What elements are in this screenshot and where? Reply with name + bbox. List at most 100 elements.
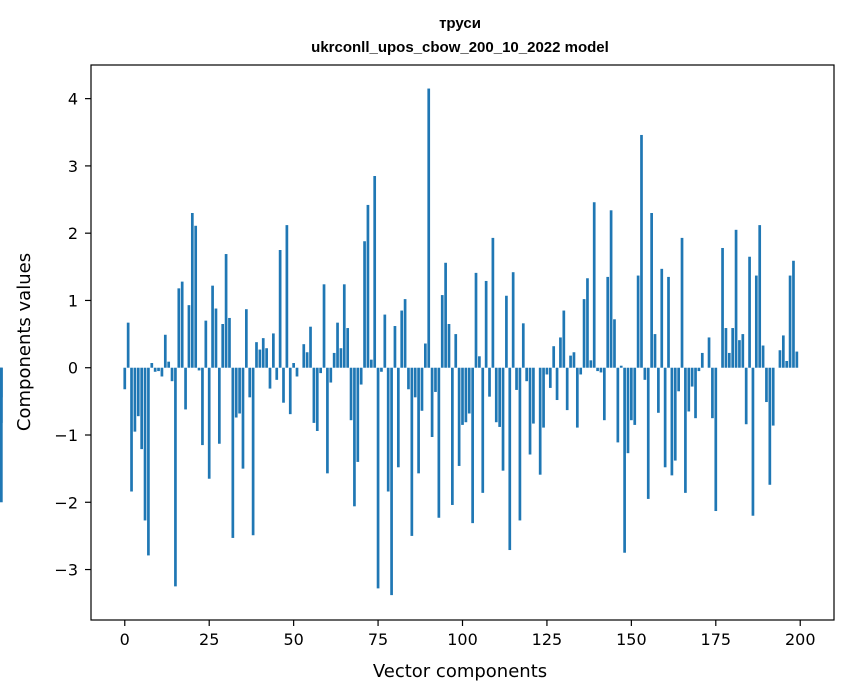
- bar: [670, 367, 674, 476]
- y-tick-label: 0: [68, 359, 78, 378]
- bar: [687, 367, 691, 412]
- bar: [596, 367, 599, 372]
- bar: [363, 241, 366, 368]
- bar: [657, 367, 660, 413]
- bar: [792, 260, 795, 368]
- bar: [369, 359, 373, 368]
- x-tick-label: 175: [701, 630, 732, 649]
- bar: [660, 268, 664, 368]
- bar: [484, 280, 488, 368]
- bar: [636, 275, 640, 368]
- bar: [329, 367, 333, 383]
- bar: [754, 275, 758, 368]
- x-tick-label: 100: [447, 630, 478, 649]
- y-axis-label: Components values: [14, 253, 35, 431]
- bar: [768, 367, 772, 485]
- bar: [400, 310, 404, 368]
- bar: [714, 367, 718, 512]
- bar: [143, 367, 147, 521]
- bar: [410, 367, 414, 536]
- bar: [474, 272, 478, 368]
- y-tick-label: −3: [54, 561, 78, 580]
- x-ticks: 0 25 50 75 100 125 150 175 200: [120, 620, 816, 649]
- y-tick-label: 1: [68, 291, 78, 310]
- bar: [309, 326, 312, 368]
- x-tick-label: 0: [120, 630, 130, 649]
- bar: [265, 348, 268, 368]
- bar: [711, 367, 714, 419]
- bar: [528, 367, 532, 455]
- bar: [386, 367, 390, 492]
- bar: [268, 367, 272, 389]
- bar: [724, 328, 728, 368]
- bar: [589, 360, 593, 368]
- bar: [413, 367, 417, 398]
- bar: [359, 367, 363, 385]
- bar: [282, 367, 285, 403]
- bar: [538, 367, 542, 475]
- bar: [245, 309, 248, 368]
- bar: [241, 367, 245, 469]
- bar: [731, 328, 735, 368]
- bar: [721, 247, 724, 368]
- bar: [548, 367, 552, 388]
- y-tick-label: 3: [68, 157, 78, 176]
- bar: [552, 346, 556, 368]
- bar: [744, 367, 748, 425]
- bar: [795, 351, 799, 368]
- bar: [407, 367, 410, 390]
- bar: [572, 352, 576, 368]
- bar: [643, 367, 647, 380]
- y-tick-label: 4: [68, 90, 78, 109]
- bar: [420, 367, 424, 411]
- bar: [521, 323, 525, 368]
- bar: [663, 367, 667, 468]
- bar: [758, 225, 762, 368]
- bar: [515, 367, 518, 390]
- bar: [778, 350, 782, 368]
- bar: [613, 319, 616, 368]
- bar: [488, 367, 491, 397]
- bar: [511, 272, 515, 368]
- bar: [272, 333, 275, 368]
- bar: [184, 367, 187, 410]
- bar: [771, 367, 775, 426]
- x-tick-label: 200: [785, 630, 816, 649]
- bar: [464, 367, 468, 423]
- bar: [305, 352, 309, 368]
- bar: [295, 367, 299, 377]
- x-tick-label: 25: [199, 630, 219, 649]
- bar: [602, 367, 606, 421]
- bar: [163, 334, 167, 368]
- bar: [579, 367, 583, 375]
- y-ticks: −3 −2 −1 0 1 2 3 4: [54, 90, 91, 580]
- bar: [234, 367, 238, 418]
- bar: [697, 367, 701, 372]
- bar: [751, 367, 755, 516]
- bar: [785, 361, 789, 368]
- bar: [694, 367, 697, 419]
- y-tick-label: 2: [68, 224, 78, 243]
- bar: [221, 324, 225, 368]
- bar: [322, 284, 326, 368]
- bar: [700, 352, 704, 368]
- bar: [248, 367, 252, 398]
- bar: [582, 299, 586, 368]
- bar: [393, 326, 397, 368]
- bar: [390, 367, 393, 596]
- bar: [684, 367, 687, 493]
- bar: [478, 356, 481, 368]
- bar: [285, 225, 289, 368]
- bar: [640, 134, 643, 368]
- bar: [167, 361, 171, 368]
- bar: [130, 367, 133, 492]
- bar: [781, 335, 785, 368]
- bar: [606, 276, 610, 368]
- bar: [417, 367, 420, 474]
- bar: [211, 285, 214, 368]
- bar: [174, 367, 177, 587]
- bar: [505, 295, 508, 368]
- bar: [508, 367, 512, 551]
- bar: [326, 367, 329, 474]
